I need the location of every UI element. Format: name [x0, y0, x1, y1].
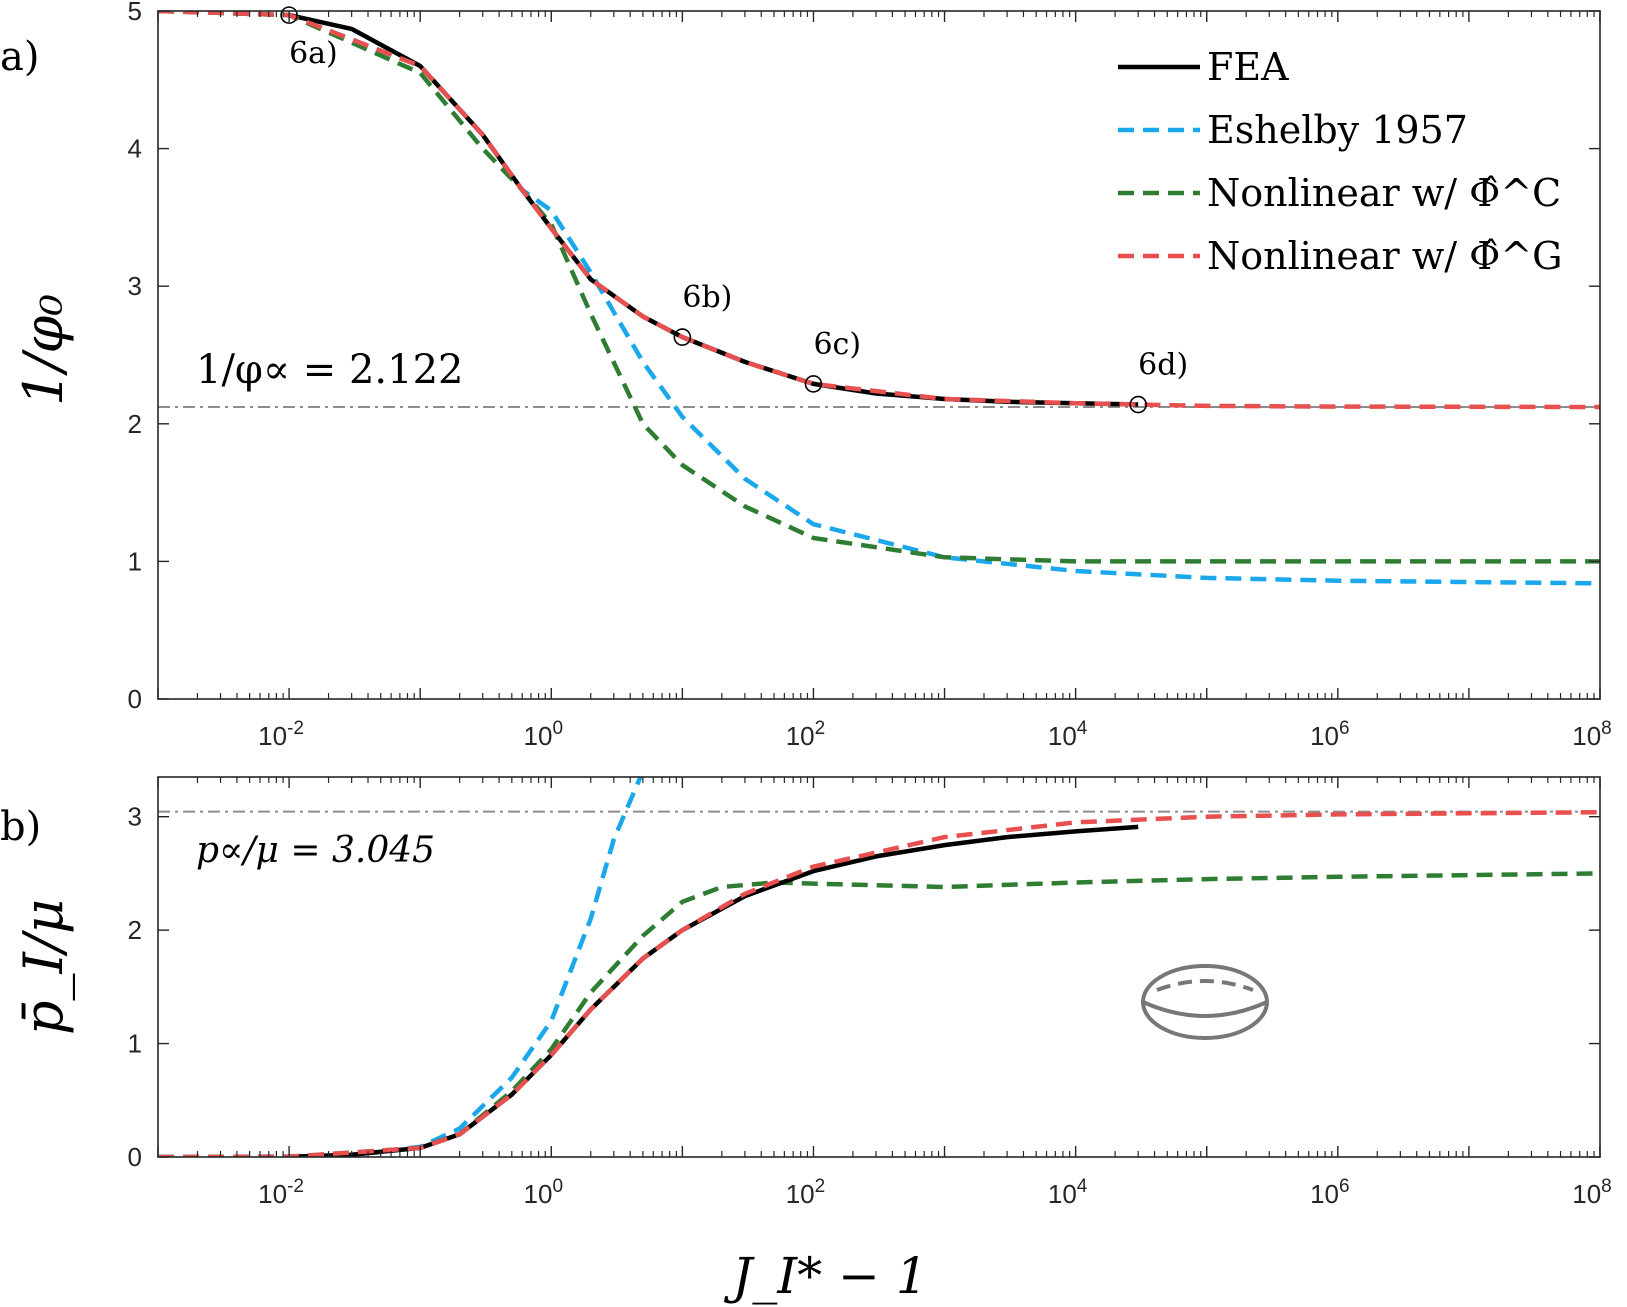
x-tick-label-base: 10 [524, 1179, 553, 1209]
x-tick-label: 106 [1310, 1176, 1350, 1209]
series-layer-a [158, 11, 1600, 586]
state-marker [673, 328, 692, 346]
legend-entry-label: Nonlinear w/ Φ̂^C [1207, 171, 1561, 215]
x-tick-label-exponent: 0 [552, 718, 563, 739]
y-tick-label: 5 [128, 0, 142, 26]
panel-label-b: b) [0, 804, 41, 850]
x-tick-label-exponent: 4 [1077, 1176, 1088, 1197]
x-tick-label-exponent: 8 [1601, 718, 1612, 739]
x-tick-label-exponent: 4 [1077, 718, 1088, 739]
legend: FEA Eshelby 1957 Nonlinear w/ Φ̂^C Nonlinea… [1118, 45, 1563, 278]
x-tick-label: 10-2 [258, 1176, 304, 1209]
series-line-eshelby [158, 11, 1600, 586]
reference-line-label-b: p∝/μ = 3.045 [196, 830, 435, 871]
state-marker [804, 375, 823, 393]
x-tick-label-base: 10 [1572, 721, 1601, 751]
marker-layer-a: 6a) 6b) 6c) 6d) [280, 6, 1188, 414]
x-tick-label-exponent: 2 [815, 1176, 826, 1197]
series-line-nonlinear-g [158, 11, 1600, 410]
x-tick-label-exponent: 2 [815, 718, 826, 739]
x-tick-label: 104 [1048, 1176, 1088, 1209]
legend-entry-label: FEA [1207, 45, 1289, 89]
x-tick-label-base: 10 [1048, 1179, 1077, 1209]
x-tick-label: 100 [524, 718, 564, 751]
x-tick-label-exponent: -2 [287, 718, 304, 739]
x-tick-label: 106 [1310, 718, 1350, 751]
y-axis-label-b: p̄_I/μ [12, 899, 75, 1035]
y-tick-label: 0 [128, 1142, 142, 1172]
x-tick-label: 10-2 [258, 718, 304, 751]
x-tick-label-base: 10 [258, 1179, 287, 1209]
y-tick-label: 3 [128, 271, 142, 301]
series-line-nonlinear-c [158, 871, 1600, 1157]
state-marker-label: 6d) [1138, 348, 1188, 383]
x-tick-label-base: 10 [786, 1179, 815, 1209]
axes-frame-b [157, 776, 1601, 1158]
state-marker-label: 6b) [682, 280, 732, 315]
x-tick-label: 102 [786, 718, 826, 751]
reference-line-label-a: 1/φ∝ = 2.122 [196, 347, 463, 393]
x-tick-label-exponent: 8 [1601, 1176, 1612, 1197]
ellipsoid-icon [1141, 964, 1269, 1040]
panel-label-a: a) [0, 34, 39, 80]
y-tick-label: 3 [128, 802, 142, 832]
x-tick-label-exponent: 0 [552, 1176, 563, 1197]
x-tick-label: 100 [524, 1176, 564, 1209]
state-marker-label: 6a) [289, 36, 338, 71]
y-tick-label: 1 [128, 1029, 142, 1059]
y-tick-label: 2 [128, 915, 142, 945]
x-tick-label: 102 [786, 1176, 826, 1209]
y-tick-label: 2 [128, 409, 142, 439]
axes-frame-a [157, 10, 1601, 700]
y-tick-label: 1 [128, 546, 142, 576]
x-tick-label-base: 10 [1310, 1179, 1339, 1209]
series-line-nonlinear-g [158, 809, 1600, 1157]
state-marker [1129, 395, 1147, 414]
series-layer-b [158, 777, 1600, 1157]
x-axis-label: J_I* − 1 [723, 1247, 927, 1305]
y-axis-label-a: 1/φ₀ [12, 294, 75, 406]
x-tick-label: 108 [1572, 1176, 1612, 1209]
x-tick-label-base: 10 [258, 721, 287, 751]
x-tick-label-exponent: 6 [1339, 1176, 1350, 1197]
x-tick-label: 108 [1572, 718, 1612, 751]
x-tick-label-base: 10 [1310, 721, 1339, 751]
x-tick-label: 104 [1048, 718, 1088, 751]
state-marker-label: 6c) [813, 327, 861, 362]
legend-entry-label: Nonlinear w/ Φ̂^G [1207, 234, 1563, 278]
series-line-nonlinear-c [158, 11, 1600, 564]
x-tick-label-base: 10 [1048, 721, 1077, 751]
y-tick-label: 0 [128, 684, 142, 714]
x-tick-label-exponent: -2 [287, 1176, 304, 1197]
x-tick-label-exponent: 6 [1339, 718, 1350, 739]
x-tick-label-base: 10 [1572, 1179, 1601, 1209]
panel-a: a) 1/φ₀ 6a)6b)6c)6d) 10-2 100 102 104 106 108… [0, 0, 1612, 751]
x-tick-label-base: 10 [786, 721, 815, 751]
x-tick-label-base: 10 [524, 721, 553, 751]
state-marker [280, 6, 298, 24]
series-line-fea [289, 824, 1139, 1157]
y-tick-label: 4 [128, 134, 142, 164]
legend-entry-label: Eshelby 1957 [1207, 108, 1468, 152]
